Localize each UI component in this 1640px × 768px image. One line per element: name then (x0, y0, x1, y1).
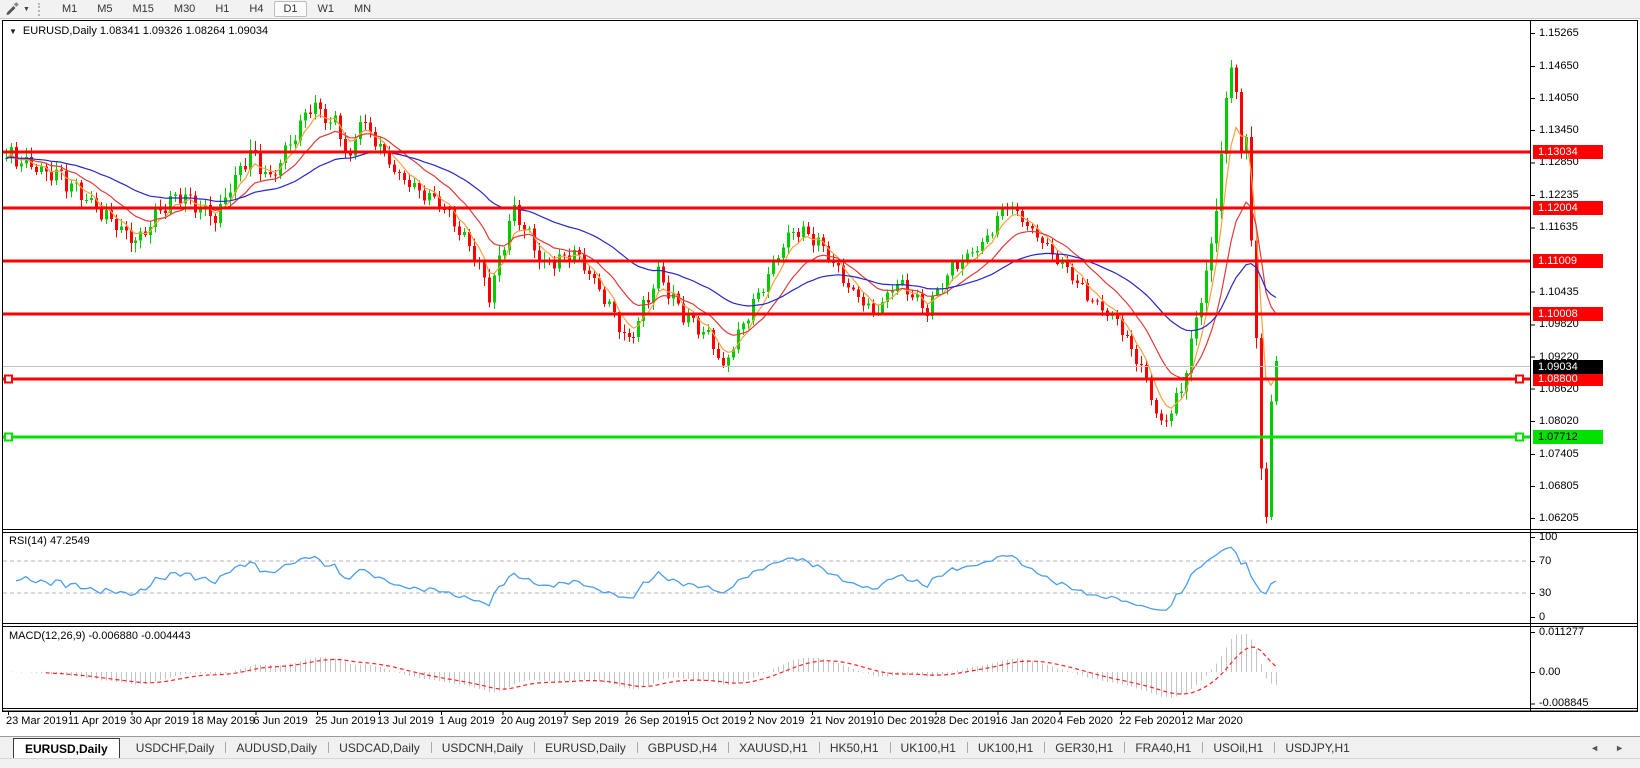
chart-tab-uk100-h1-2[interactable]: UK100,H1 (966, 737, 1044, 758)
chart-tab-eurusd-daily-active[interactable]: EURUSD,Daily (13, 738, 120, 758)
date-tick-label: 26 Sep 2019 (624, 715, 687, 727)
price-tick-label: 1.13450 (1539, 124, 1579, 137)
tab-scroll-right-icon[interactable]: ► (1615, 742, 1624, 753)
chart-tab-xauusd-h1[interactable]: XAUUSD,H1 (728, 737, 819, 758)
timeframe-button-w1[interactable]: W1 (317, 3, 335, 15)
horizontal-lines (3, 150, 1530, 442)
date-tick-label: 7 Sep 2019 (562, 715, 619, 727)
macd-tick-label: -0.008845 (1539, 697, 1589, 710)
macd-tick-label: 0.00 (1539, 666, 1561, 678)
rsi-label: RSI(14) 47.2549 (9, 535, 90, 547)
date-tick-label: 1 Aug 2019 (438, 715, 495, 727)
chart-tab-fra40-h1[interactable]: FRA40,H1 (1124, 737, 1202, 758)
date-tick-label: 12 Mar 2020 (1180, 715, 1243, 727)
crosshair-pen-icon (6, 2, 19, 15)
date-tick-label: 13 Jul 2019 (377, 715, 434, 727)
macd-label: MACD(12,26,9) -0.006880 -0.004443 (9, 630, 191, 642)
chart-tab-usoil-h1[interactable]: USOil,H1 (1202, 737, 1274, 758)
date-tick-label: 18 May 2019 (191, 715, 256, 727)
chart-tab-gbpusd-h4[interactable]: GBPUSD,H4 (636, 737, 728, 758)
timeframe-button-mn[interactable]: MN (354, 3, 372, 15)
draw-tool-button[interactable]: ▼ (5, 2, 30, 16)
chart-tab-ger30-h1[interactable]: GER30,H1 (1044, 737, 1124, 758)
chart-tab-usdchf-daily[interactable]: USDCHF,Daily (135, 741, 215, 755)
date-tick-label: 22 Feb 2020 (1119, 715, 1181, 727)
macd-tick-label: 0.011277 (1539, 626, 1585, 638)
date-tick-label: 10 Dec 2019 (871, 715, 935, 727)
timeframe-button-m1[interactable]: M1 (61, 3, 78, 15)
price-tick-label: 1.06205 (1539, 511, 1579, 524)
price-tick-label: 1.07405 (1539, 447, 1579, 460)
date-tick-label: 21 Nov 2019 (809, 715, 873, 727)
timeframe-button-d1[interactable]: D1 (274, 1, 307, 17)
current-price-badge: 1.09034 (1533, 359, 1603, 374)
price-tick-label: 1.11635 (1539, 221, 1578, 234)
toolbar-grip[interactable] (37, 2, 44, 16)
chart-tab-usdcnh-daily[interactable]: USDCNH,Daily (430, 737, 534, 758)
date-tick-label: 20 Aug 2019 (500, 715, 563, 727)
price-tick-label: 1.15265 (1539, 26, 1579, 39)
date-tick-label: 6 Jun 2019 (253, 715, 308, 727)
price-line-badge: 1.13034 (1533, 145, 1603, 160)
tab-scroll-left-icon[interactable]: ◄ (1590, 742, 1600, 753)
chart-title-text: EURUSD,Daily 1.08341 1.09326 1.08264 1.0… (22, 25, 269, 37)
macd-series (11, 633, 1277, 698)
chart-tab-hk50-h1[interactable]: HK50,H1 (818, 737, 890, 758)
date-tick-label: 23 Mar 2019 (6, 715, 68, 727)
date-tick-label: 25 Jun 2019 (315, 715, 376, 727)
price-tick-label: 1.10435 (1539, 285, 1579, 298)
price-tick-label: 1.12235 (1539, 189, 1579, 202)
date-tick-label: 16 Jan 2020 (995, 715, 1056, 727)
dropdown-arrow-icon[interactable]: ▼ (23, 5, 30, 13)
date-tick-label: 11 Apr 2019 (67, 715, 127, 727)
price-line-badge: 1.08800 (1533, 372, 1603, 387)
moving-averages (5, 114, 1277, 410)
timeframe-button-m5[interactable]: M5 (97, 3, 113, 15)
chart-tab-eurusd-daily-2[interactable]: EURUSD,Daily (534, 737, 637, 758)
price-tick-label: 1.08020 (1539, 414, 1579, 427)
date-tick-label: 2 Nov 2019 (748, 715, 805, 727)
chart-tab-usdcad-daily[interactable]: USDCAD,Daily (328, 737, 431, 758)
rsi-tick-label: 70 (1539, 555, 1552, 567)
price-line-badge: 1.11009 (1533, 253, 1603, 268)
date-tick-label: 30 Apr 2019 (129, 715, 190, 727)
rsi-tick-label: 0 (1539, 611, 1546, 623)
date-tick-label: 28 Dec 2019 (933, 715, 996, 727)
timeframe-button-m30[interactable]: M30 (173, 3, 196, 15)
collapse-triangle-icon[interactable]: ▼ (9, 26, 17, 36)
timeframe-button-h1[interactable]: H1 (215, 3, 230, 15)
chart-tab-usdjpy-h1[interactable]: USDJPY,H1 (1274, 737, 1360, 758)
chart-title: ▼ EURUSD,Daily 1.08341 1.09326 1.08264 1… (9, 25, 268, 37)
candlestick-series (5, 60, 1278, 524)
panel-borders (2, 20, 1638, 715)
price-tick-label: 1.14050 (1539, 92, 1579, 105)
rsi-series (3, 546, 1529, 611)
price-line-badge: 1.07712 (1533, 430, 1603, 445)
rsi-tick-label: 100 (1539, 531, 1558, 543)
rsi-tick-label: 30 (1539, 587, 1552, 599)
chart-tab-audusd-daily[interactable]: AUDUSD,Daily (225, 737, 328, 758)
date-tick-label: 15 Oct 2019 (686, 715, 747, 727)
price-tick-label: 1.09820 (1539, 318, 1579, 331)
timeframe-button-m15[interactable]: M15 (132, 3, 154, 15)
chart-tab-bar: EURUSD,Daily USDCHF,Daily AUDUSD,Daily U… (0, 736, 1640, 758)
price-tick-label: 1.06805 (1539, 479, 1579, 492)
timeframe-toolbar: ▼ M1 M5 M15 M30 H1 H4 D1 W1 MN (0, 0, 1640, 19)
chart-tab-uk100-h1[interactable]: UK100,H1 (889, 737, 967, 758)
timeframe-button-h4[interactable]: H4 (249, 3, 264, 15)
date-tick-label: 4 Feb 2020 (1057, 715, 1113, 727)
price-tick-label: 1.14650 (1539, 59, 1579, 72)
price-line-badge: 1.10008 (1533, 307, 1603, 322)
price-line-badge: 1.12004 (1533, 200, 1603, 215)
status-bar (0, 758, 1640, 768)
